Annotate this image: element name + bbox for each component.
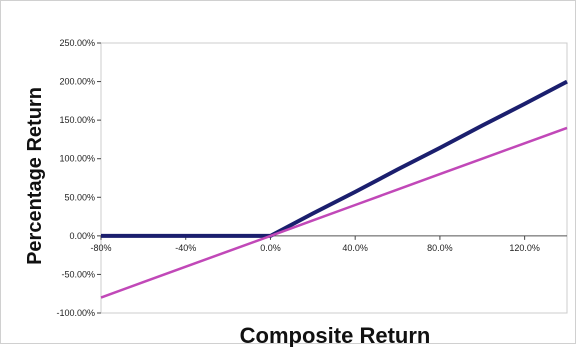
x-tick-label: -40%: [175, 243, 196, 253]
x-tick-label: 120.0%: [509, 243, 540, 253]
y-axis-title: Percentage Return: [24, 87, 46, 265]
y-tick-label: 50.00%: [64, 192, 95, 202]
y-tick-label: 100.00%: [59, 154, 95, 164]
y-tick-label: 150.00%: [59, 115, 95, 125]
x-tick-label: 0.0%: [260, 243, 281, 253]
series-2-line: [101, 128, 567, 298]
y-tick-label: 0.00%: [69, 231, 95, 241]
x-tick-label: 40.0%: [342, 243, 368, 253]
y-tick-label: 250.00%: [59, 38, 95, 48]
y-tick-label: -50.00%: [61, 269, 95, 279]
y-tick-label: 200.00%: [59, 77, 95, 87]
x-tick-label: -80%: [90, 243, 111, 253]
y-tick-label: -100.00%: [56, 308, 95, 318]
x-tick-label: 80.0%: [427, 243, 453, 253]
x-axis-title: Composite Return: [240, 323, 431, 347]
